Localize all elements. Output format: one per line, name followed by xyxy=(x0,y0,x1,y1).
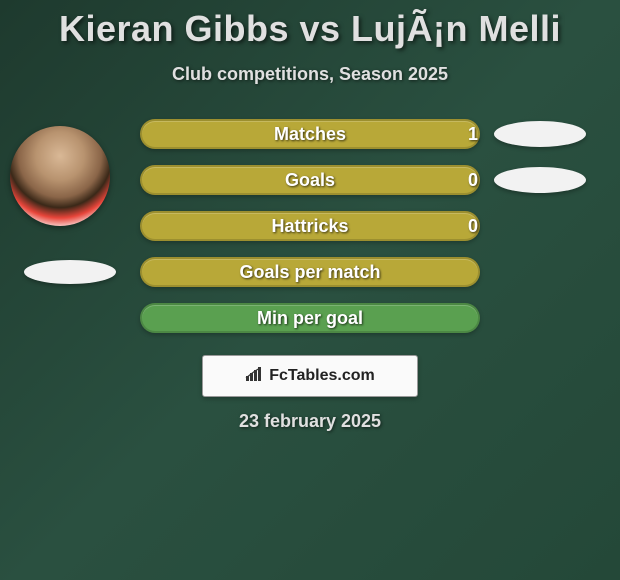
brand-badge[interactable]: FcTables.com xyxy=(202,355,418,397)
stat-value-left xyxy=(438,257,478,287)
stat-row-goals: Goals 0 xyxy=(0,163,620,209)
stat-row-hattricks: Hattricks 0 xyxy=(0,209,620,255)
stat-rows: Matches 1 Goals 0 Hattricks 0 Goals per … xyxy=(0,117,620,347)
page-title: Kieran Gibbs vs LujÃ¡n Melli xyxy=(0,0,620,50)
stat-value-left xyxy=(438,303,478,333)
subtitle: Club competitions, Season 2025 xyxy=(0,64,620,85)
stat-value-left: 1 xyxy=(438,119,478,149)
stat-bar xyxy=(140,257,480,287)
stat-right-pill xyxy=(494,167,586,193)
stat-bar xyxy=(140,211,480,241)
stat-row-goals-per-match: Goals per match xyxy=(0,255,620,301)
stat-value-left: 0 xyxy=(438,165,478,195)
date-text: 23 february 2025 xyxy=(0,411,620,432)
stat-bar xyxy=(140,303,480,333)
stat-value-left: 0 xyxy=(438,211,478,241)
brand-chart-icon xyxy=(245,366,265,387)
stat-right-pill xyxy=(494,121,586,147)
stat-row-min-per-goal: Min per goal xyxy=(0,301,620,347)
stat-row-matches: Matches 1 xyxy=(0,117,620,163)
stat-bar xyxy=(140,165,480,195)
stat-bar xyxy=(140,119,480,149)
brand-text: FcTables.com xyxy=(269,367,375,385)
